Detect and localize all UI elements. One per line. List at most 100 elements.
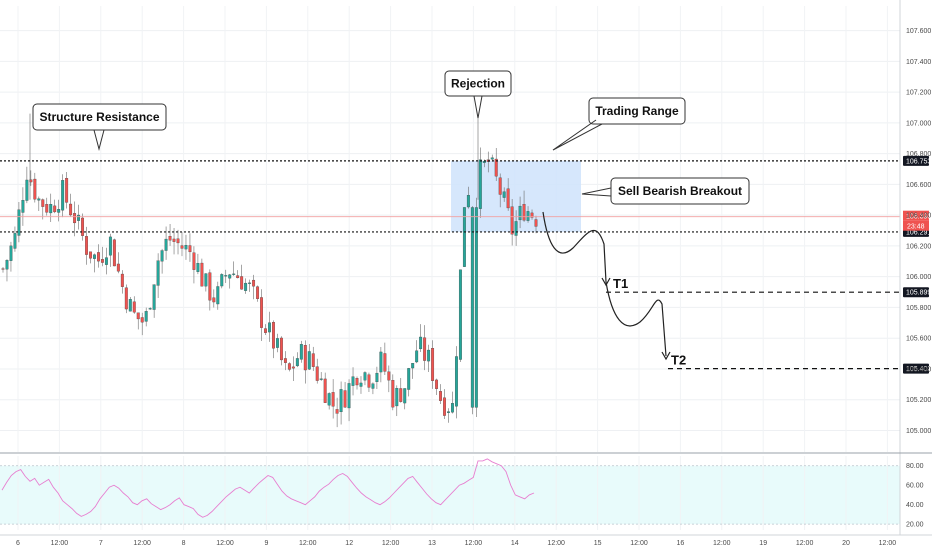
arrow-head-t1 [601,277,611,287]
callout-structure-resistance-pointer [93,129,105,151]
candle-up [482,161,486,163]
candle-down [272,322,275,349]
candle-down [423,337,427,361]
x-tick-label: 8 [182,540,186,547]
callout-sell-bearish-breakout-box [610,177,750,205]
candle-up [339,389,343,413]
candle-down [168,236,172,241]
candle-up [21,200,25,213]
candle-up [196,263,200,272]
callout-rejection-pointer [473,95,483,119]
x-tick-label: 12:00 [133,540,151,547]
x-tick-label: 13 [428,540,436,547]
candle-down [510,206,514,235]
candle-down [53,205,57,213]
candle-down [530,212,534,218]
candle-down [383,353,387,372]
callout-rejection-text: Rejection [451,77,505,91]
y-tick-label: 107.000 [906,120,931,127]
callout-sell-bearish-breakout-pointer [581,187,612,197]
candle-up [128,299,132,312]
candle-down [212,297,216,303]
candle-up [228,274,232,279]
candle-up [17,209,21,236]
y-tick-label: 105.800 [906,305,931,312]
current-price-pill [903,210,929,221]
x-tick-label: 12:00 [713,540,731,547]
candle-up [363,372,367,381]
candle-down [176,238,180,244]
candle-up [244,282,248,291]
candle-down [315,366,319,381]
candle-down [69,203,73,216]
price-pill-label: 105.402 [906,366,931,373]
candle-up [77,214,81,221]
candle-down [252,279,256,287]
rsi-y-tick-label: 20.00 [906,522,924,529]
rsi-y-tick-label: 40.00 [906,502,924,509]
y-tick-label: 106.000 [906,274,931,281]
candle-up [160,250,164,262]
candle-up [37,198,41,201]
candle-up [295,358,299,367]
candle-down [399,388,403,402]
candle-down [192,252,196,270]
candle-down [498,177,502,195]
candle-up [490,157,494,160]
candle-up [359,382,363,387]
candle-down [65,178,69,203]
candle-down [1,268,5,270]
x-tick-label: 12:00 [796,540,814,547]
candle-up [25,179,29,201]
projection-path-1 [542,211,607,283]
callout-trading-range-pointer [552,119,603,151]
x-tick-label: 12:00 [382,540,400,547]
callout-rejection-box [444,70,512,97]
candle-down [443,397,446,416]
candle-up [466,195,470,208]
x-tick-label: 14 [511,540,519,547]
price-pill-label: 106.753 [906,158,931,165]
x-tick-label: 12 [345,540,353,547]
candle-down [260,297,263,328]
candle-down [136,312,140,320]
candle-down [311,353,315,367]
candle-up [232,273,236,275]
candle-up [220,274,224,287]
candle-down [439,391,442,401]
price-pill [903,363,929,374]
current-price-label: 106.390 [906,214,931,221]
candle-down [494,158,498,177]
candle-down [283,358,287,363]
candle-down [172,238,176,242]
y-tick-label: 107.600 [906,28,931,35]
candle-down [120,273,124,287]
candle-down [236,275,240,279]
callout-trading-range-box [588,97,686,125]
candle-up [427,349,431,362]
candle-up [451,403,454,413]
candle-up [307,351,311,370]
candle-up [454,356,458,407]
candle-down [45,204,49,213]
candle-down [287,363,291,370]
candle-up [379,351,383,373]
candle-down [116,263,120,272]
rsi-line [1,458,535,518]
callout-structure-resistance-text: Structure Resistance [39,110,159,124]
y-tick-label: 106.800 [906,151,931,158]
candle-up [5,260,9,270]
x-tick-label: 12:00 [299,540,317,547]
candle-down [256,286,260,299]
candle-down [391,380,395,408]
countdown-label: 23:48 [907,224,925,231]
candle-up [415,350,419,363]
candle-down [180,245,184,249]
candle-up [57,209,61,213]
candle-up [502,191,506,198]
candle-up [327,393,331,406]
candle-down [343,390,347,408]
candle-up [148,308,152,310]
candle-down [41,199,45,207]
